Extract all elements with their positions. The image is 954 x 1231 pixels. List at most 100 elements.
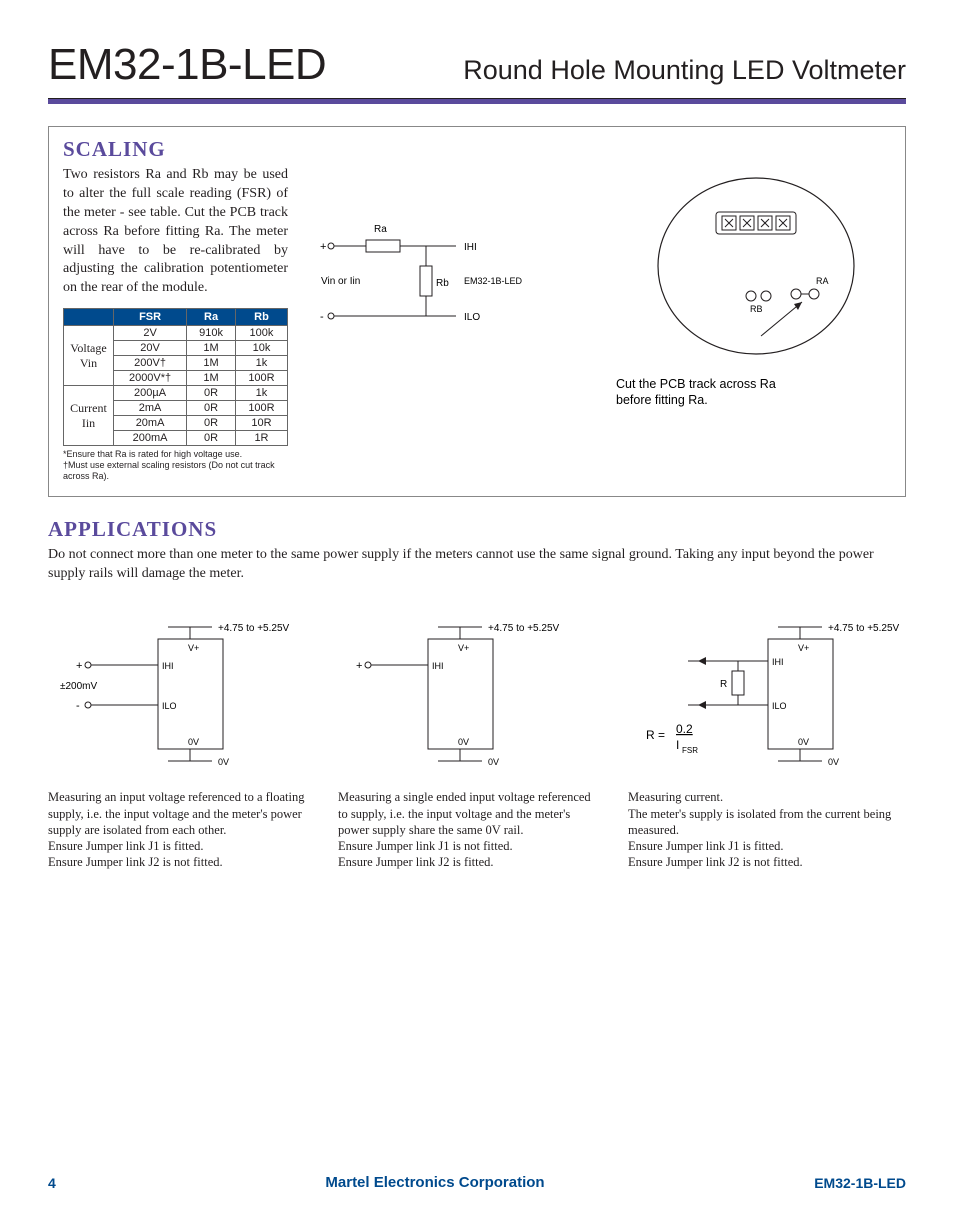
- svg-text:FSR: FSR: [682, 746, 698, 755]
- footnote-a: *Ensure that Ra is rated for high voltag…: [63, 449, 288, 460]
- cell: 1M: [187, 371, 236, 386]
- cell: 1k: [235, 386, 287, 401]
- footnote-b: †Must use external scaling resistors (Do…: [63, 460, 288, 482]
- th-fsr: FSR: [114, 309, 187, 326]
- footer-model: EM32-1B-LED: [814, 1175, 906, 1191]
- svg-text:RB: RB: [750, 304, 763, 314]
- cell: 1k: [235, 356, 287, 371]
- svg-text:Ra: Ra: [374, 224, 387, 235]
- cell: 1M: [187, 356, 236, 371]
- svg-text:Vin or Iin: Vin or Iin: [321, 276, 360, 287]
- cell: 2mA: [114, 401, 187, 416]
- table-row: VoltageVin 2V 910k 100k: [64, 326, 288, 341]
- app-col-3: +4.75 to +5.25V V+ IHI ILO 0V R: [628, 609, 908, 870]
- pcb-caption-line1: Cut the PCB track across Ra: [616, 377, 776, 391]
- svg-text:R =: R =: [646, 728, 665, 742]
- svg-text:EM32-1B-LED: EM32-1B-LED: [464, 276, 523, 286]
- svg-text:0V: 0V: [458, 737, 469, 747]
- cell: 20V: [114, 341, 187, 356]
- cell: 100k: [235, 326, 287, 341]
- cell: 1R: [235, 431, 287, 446]
- svg-text:IHI: IHI: [464, 242, 477, 253]
- svg-text:-: -: [320, 311, 324, 323]
- app-diagram-1: +4.75 to +5.25V V+ IHI ILO 0V + - ±200mV: [48, 609, 308, 779]
- page-footer: 4 Martel Electronics Corporation EM32-1B…: [48, 1174, 906, 1191]
- scaling-diagrams: + Ra IHI Rb - ILO: [306, 166, 891, 436]
- th-blank: [64, 309, 114, 326]
- svg-text:V+: V+: [188, 643, 199, 653]
- svg-text:0V: 0V: [488, 757, 499, 767]
- table-header-row: FSR Ra Rb: [64, 309, 288, 326]
- cell: 2000V*†: [114, 371, 187, 386]
- pcb-caption-line2: before fitting Ra.: [616, 393, 708, 407]
- app-col-1: +4.75 to +5.25V V+ IHI ILO 0V + - ±200mV: [48, 609, 308, 870]
- company-name: Martel Electronics Corporation: [325, 1174, 544, 1191]
- cell: 200µA: [114, 386, 187, 401]
- scaling-left-col: Two resistors Ra and Rb may be used to a…: [63, 166, 288, 482]
- svg-text:V+: V+: [458, 643, 469, 653]
- svg-text:0V: 0V: [218, 757, 229, 767]
- scaling-title: SCALING: [63, 137, 891, 162]
- scaling-section: SCALING Two resistors Ra and Rb may be u…: [48, 126, 906, 497]
- svg-text:-: -: [76, 700, 80, 712]
- cell: 0R: [187, 386, 236, 401]
- row-current-label: CurrentIin: [64, 386, 114, 446]
- applications-body: Do not connect more than one meter to th…: [48, 546, 906, 584]
- cell: 2V: [114, 326, 187, 341]
- cell: 1M: [187, 341, 236, 356]
- cell: 910k: [187, 326, 236, 341]
- svg-text:+: +: [76, 660, 82, 672]
- svg-text:IHI: IHI: [162, 661, 174, 671]
- app-caption-3: Measuring current. The meter's supply is…: [628, 789, 908, 870]
- svg-text:R: R: [720, 679, 727, 690]
- svg-text:+: +: [356, 660, 362, 672]
- svg-text:IHI: IHI: [772, 657, 784, 667]
- cell: 0R: [187, 416, 236, 431]
- svg-text:ILO: ILO: [772, 701, 787, 711]
- svg-text:+: +: [320, 241, 326, 253]
- product-subtitle: Round Hole Mounting LED Voltmeter: [463, 55, 906, 90]
- scaling-body: Two resistors Ra and Rb may be used to a…: [63, 166, 288, 298]
- app-caption-1: Measuring an input voltage referenced to…: [48, 789, 308, 870]
- svg-text:I: I: [676, 738, 679, 752]
- svg-text:Rb: Rb: [436, 278, 449, 289]
- cell: 100R: [235, 401, 287, 416]
- app-diagram-2: +4.75 to +5.25V V+ IHI 0V + 0V: [338, 609, 598, 779]
- cell: 0R: [187, 401, 236, 416]
- app-col-2: +4.75 to +5.25V V+ IHI 0V + 0V Measuring…: [338, 609, 598, 870]
- table-footnotes: *Ensure that Ra is rated for high voltag…: [63, 449, 288, 481]
- cell: 0R: [187, 431, 236, 446]
- app-caption-2: Measuring a single ended input voltage r…: [338, 789, 598, 870]
- applications-row: +4.75 to +5.25V V+ IHI ILO 0V + - ±200mV: [48, 609, 906, 870]
- applications-title: APPLICATIONS: [48, 517, 906, 542]
- svg-text:+4.75 to +5.25V: +4.75 to +5.25V: [218, 623, 290, 634]
- cell: 10R: [235, 416, 287, 431]
- cell: 20mA: [114, 416, 187, 431]
- svg-text:0V: 0V: [188, 737, 199, 747]
- row-voltage-label: VoltageVin: [64, 326, 114, 386]
- svg-text:0.2: 0.2: [676, 722, 693, 736]
- svg-text:0V: 0V: [798, 737, 809, 747]
- svg-text:IHI: IHI: [432, 661, 444, 671]
- page-header: EM32-1B-LED Round Hole Mounting LED Volt…: [48, 40, 906, 90]
- cell: 100R: [235, 371, 287, 386]
- cell: 200V†: [114, 356, 187, 371]
- app-diagram-3: +4.75 to +5.25V V+ IHI ILO 0V R: [628, 609, 908, 779]
- cell: 200mA: [114, 431, 187, 446]
- table-row: CurrentIin 200µA 0R 1k: [64, 386, 288, 401]
- svg-text:+4.75 to +5.25V: +4.75 to +5.25V: [488, 623, 560, 634]
- svg-text:ILO: ILO: [162, 701, 177, 711]
- svg-text:+4.75 to +5.25V: +4.75 to +5.25V: [828, 623, 900, 634]
- th-ra: Ra: [187, 309, 236, 326]
- model-number: EM32-1B-LED: [48, 40, 326, 90]
- fsr-table: FSR Ra Rb VoltageVin 2V 910k 100k 20V 1M…: [63, 308, 288, 446]
- header-rule: [48, 98, 906, 104]
- svg-text:ILO: ILO: [464, 312, 480, 323]
- svg-text:RA: RA: [816, 276, 829, 286]
- svg-text:V+: V+: [798, 643, 809, 653]
- svg-text:0V: 0V: [828, 757, 839, 767]
- svg-text:±200mV: ±200mV: [60, 681, 98, 692]
- scaling-schematic-svg: + Ra IHI Rb - ILO: [306, 166, 876, 436]
- cell: 10k: [235, 341, 287, 356]
- applications-section: APPLICATIONS Do not connect more than on…: [48, 517, 906, 871]
